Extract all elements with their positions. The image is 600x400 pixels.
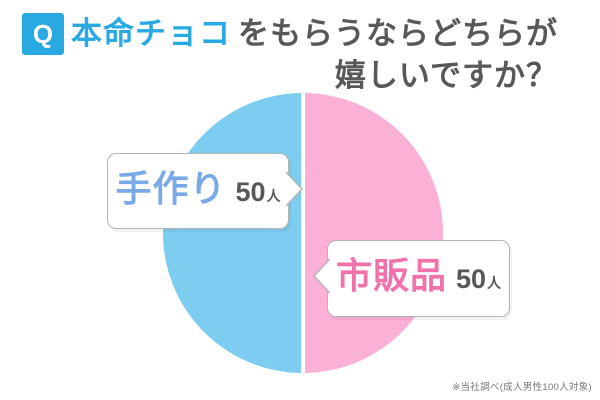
question-header: Q 本命チョコ をもらうならどちらが 嬉しいですか？ bbox=[22, 12, 558, 93]
label-bubble-handmade: 手作り 50 人 bbox=[107, 153, 304, 229]
title-line2: 嬉しいですか？ bbox=[334, 58, 558, 93]
pie-divider bbox=[301, 93, 305, 373]
bubble-pointer-right-icon bbox=[286, 171, 304, 207]
bubble-pointer-left-icon bbox=[312, 258, 330, 294]
storebought-unit: 人 bbox=[487, 275, 502, 291]
storebought-label: 市販品 bbox=[335, 255, 447, 296]
handmade-unit: 人 bbox=[266, 188, 281, 204]
pie-slice-handmade bbox=[163, 93, 303, 373]
title-highlight: 本命チョコ bbox=[71, 15, 231, 51]
q-badge: Q bbox=[22, 12, 64, 55]
pie-chart bbox=[163, 93, 443, 373]
handmade-count: 50 bbox=[235, 177, 266, 207]
label-bubble-storebought: 市販品 50 人 bbox=[312, 240, 510, 317]
survey-footnote: ※当社調べ(成人男性100人対象) bbox=[452, 382, 592, 393]
pie-slice-storebought bbox=[303, 93, 443, 373]
title-rest: をもらうならどちらが bbox=[238, 15, 558, 51]
storebought-count: 50 bbox=[455, 264, 487, 294]
handmade-label: 手作り bbox=[115, 168, 227, 209]
title-line1: Q 本命チョコ をもらうならどちらが bbox=[22, 12, 558, 55]
